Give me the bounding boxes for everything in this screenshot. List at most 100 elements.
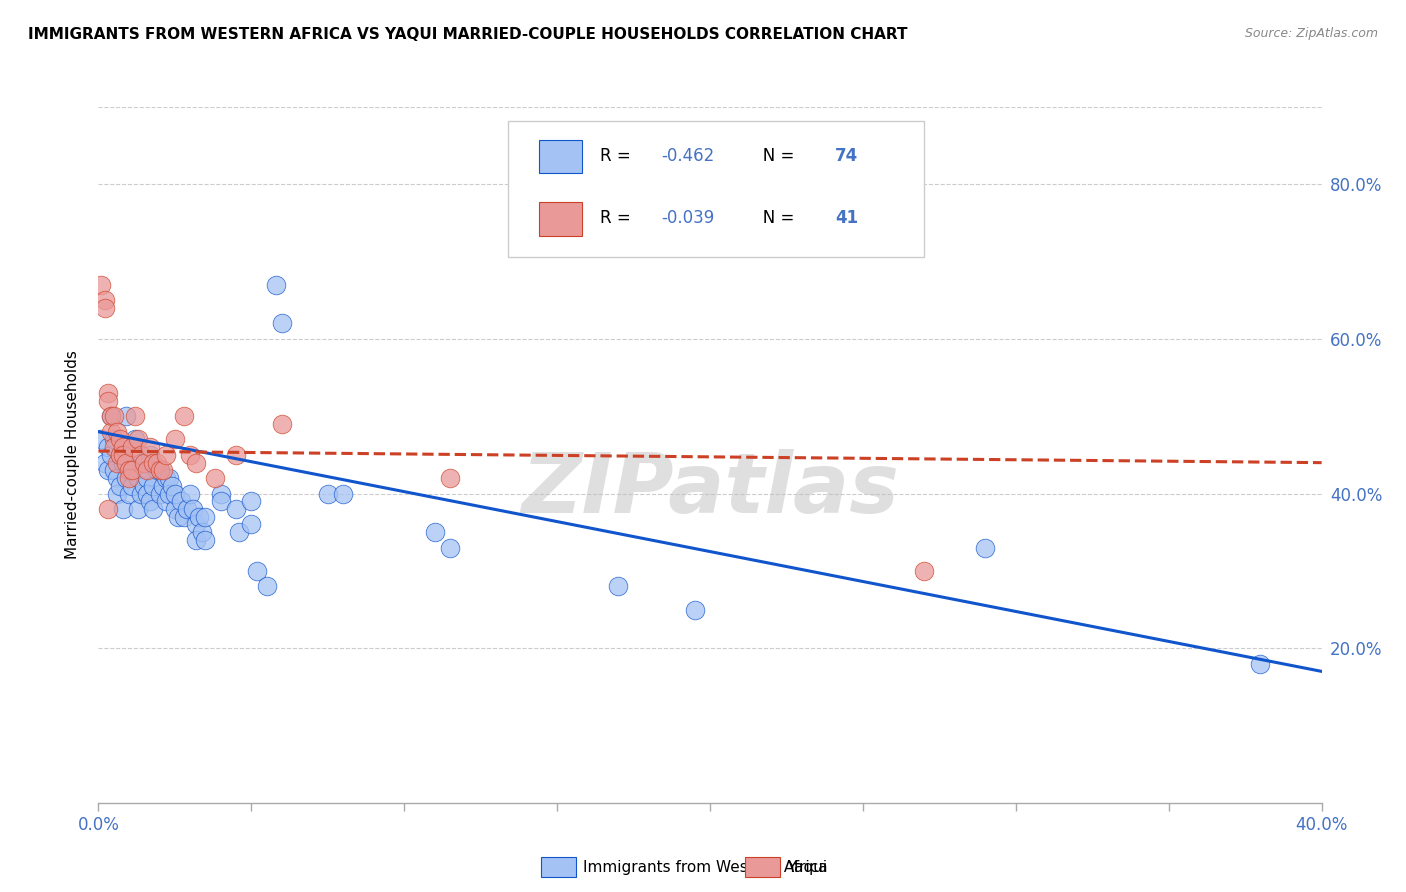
Point [97,463,120,477]
Point [270,417,292,431]
Point [163,502,186,516]
Point [93,301,115,315]
Point [97,502,120,516]
FancyBboxPatch shape [508,121,924,257]
Point [127,433,149,447]
Point [974,541,997,555]
Text: Immigrants from Western Africa: Immigrants from Western Africa [583,860,828,874]
Point [103,463,125,477]
Text: R =: R = [600,147,636,165]
Y-axis label: Married-couple Households: Married-couple Households [65,351,80,559]
Point [179,448,201,462]
Point [149,463,172,477]
Point [204,471,226,485]
Point [264,277,287,292]
Point [683,602,706,616]
Point [136,471,159,485]
Point [160,479,183,493]
Point [136,463,159,477]
Point [179,486,201,500]
Point [93,456,115,470]
Point [100,409,122,424]
Point [155,448,177,462]
Point [105,471,128,485]
Text: -0.039: -0.039 [661,210,714,227]
Point [240,517,263,532]
Text: Source: ZipAtlas.com: Source: ZipAtlas.com [1244,27,1378,40]
Point [145,456,167,470]
Text: 41: 41 [835,210,858,227]
Point [115,456,138,470]
Text: Yaqui: Yaqui [787,860,828,874]
Point [127,471,149,485]
Point [105,456,128,470]
Point [167,509,190,524]
Point [108,479,131,493]
Point [423,525,446,540]
Point [121,440,143,454]
Point [142,479,165,493]
Point [186,517,208,532]
Point [209,486,232,500]
Point [152,479,174,493]
Point [607,579,630,593]
Point [121,463,143,477]
Point [176,502,198,516]
Point [194,509,217,524]
Point [124,409,146,424]
Point [228,525,250,540]
Point [170,494,193,508]
FancyBboxPatch shape [538,140,582,173]
Point [209,494,232,508]
Point [127,502,149,516]
Point [93,293,115,308]
Point [129,448,152,462]
Point [225,448,247,462]
Point [439,541,461,555]
Point [139,494,162,508]
Point [191,525,214,540]
Point [163,486,186,500]
Text: R =: R = [600,210,636,227]
Point [111,502,134,516]
Point [108,448,131,462]
Point [155,494,177,508]
Point [173,409,195,424]
Text: N =: N = [747,147,800,165]
Point [100,448,122,462]
Point [103,409,125,424]
Point [142,502,165,516]
Point [129,456,152,470]
Point [97,440,120,454]
Point [103,440,125,454]
Point [118,456,141,470]
Point [142,456,165,470]
Point [90,277,112,292]
Point [118,471,141,485]
Point [139,448,162,462]
Point [157,486,180,500]
Point [121,479,143,493]
Point [134,479,156,493]
Point [912,564,935,578]
Point [332,486,354,500]
Point [97,386,120,401]
Point [111,448,134,462]
Point [152,463,174,477]
Point [155,471,177,485]
Point [108,448,131,462]
Point [134,463,156,477]
Point [188,509,211,524]
Point [186,533,208,547]
Point [100,425,122,439]
Point [121,463,143,477]
Point [105,486,128,500]
Point [173,509,195,524]
Point [149,463,172,477]
Point [115,471,138,485]
Point [105,425,128,439]
Point [136,486,159,500]
Point [157,471,180,485]
Point [270,317,292,331]
Point [103,433,125,447]
